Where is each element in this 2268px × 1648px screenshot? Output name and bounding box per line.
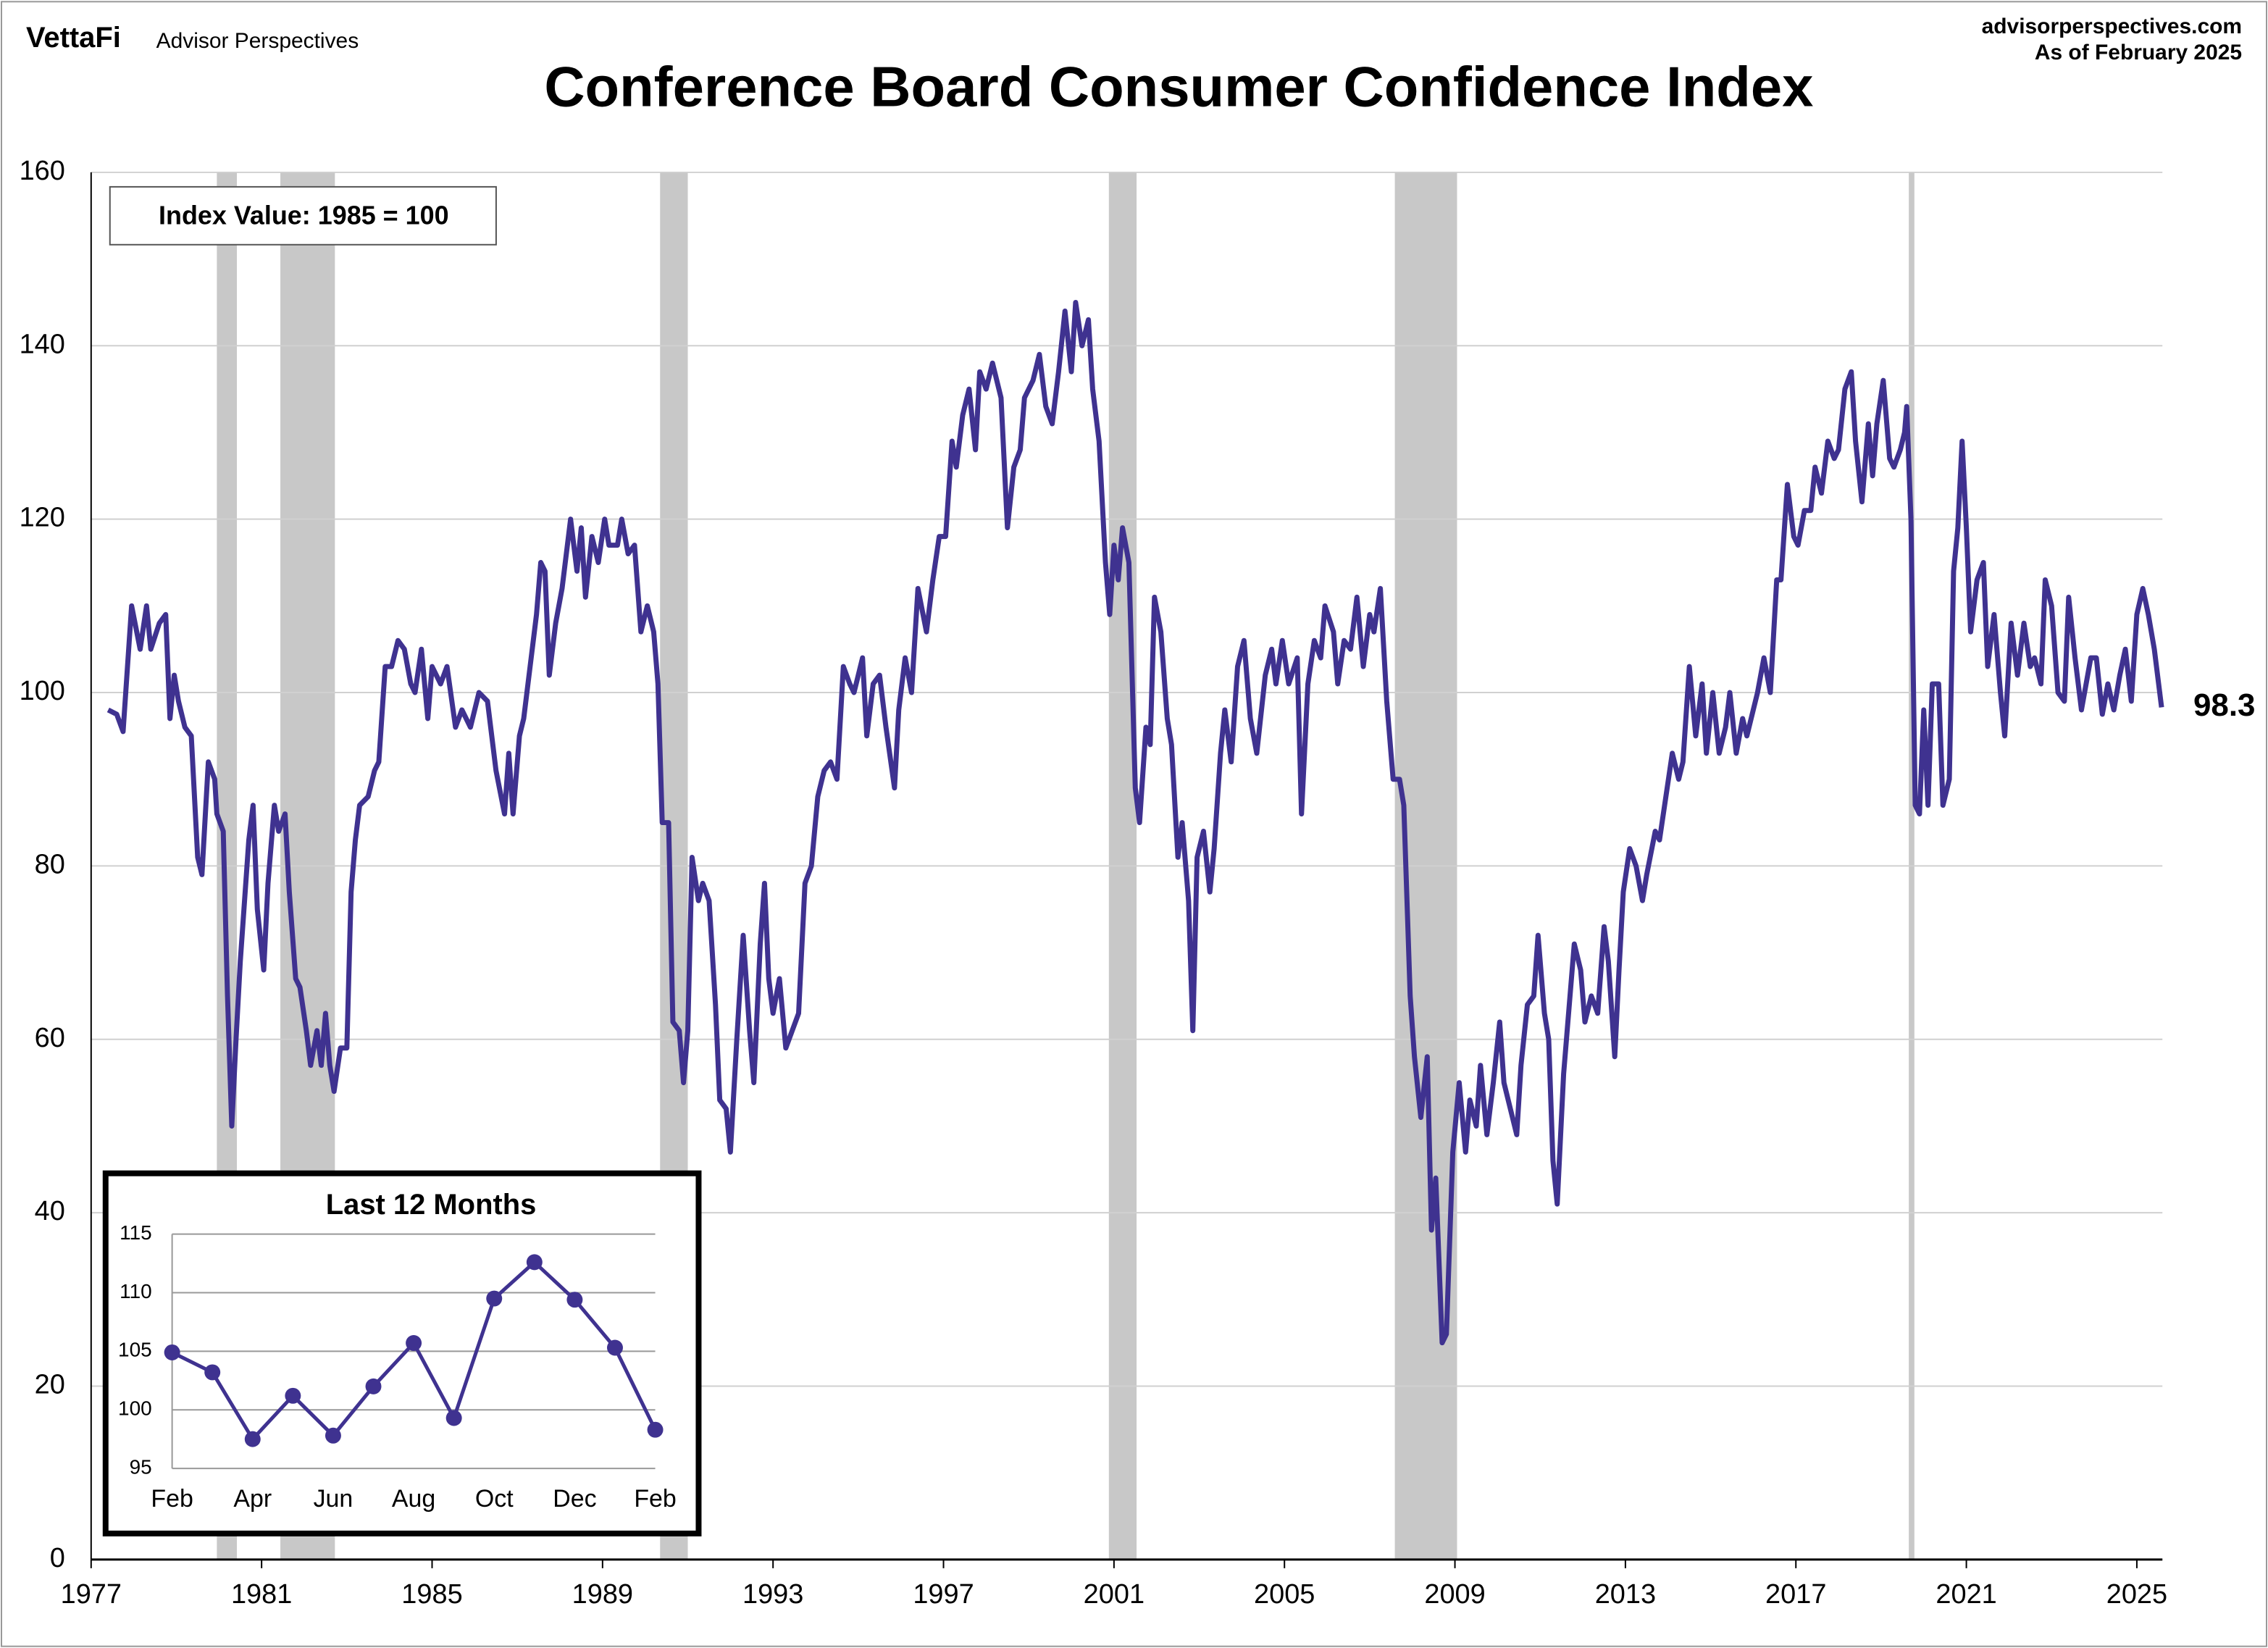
inset-point	[486, 1290, 503, 1307]
inset-x-tick-label: Dec	[553, 1485, 596, 1513]
x-tick-label: 1993	[742, 1579, 803, 1610]
y-tick-label: 20	[35, 1370, 65, 1400]
inset-y-tick-label: 95	[130, 1455, 152, 1478]
inset-y-tick-label: 100	[118, 1397, 152, 1420]
inset-point	[647, 1421, 664, 1438]
y-tick-label: 40	[35, 1196, 65, 1226]
inset-point	[204, 1364, 221, 1381]
y-tick-label: 60	[35, 1023, 65, 1053]
inset-plot: 95 100 105 110 115 Feb Apr Jun Aug Oct Dec Feb	[118, 1221, 677, 1513]
x-tick-label: 2009	[1424, 1579, 1485, 1610]
x-tick-label: 1997	[913, 1579, 974, 1610]
site: advisorperspectives.com	[1982, 14, 2242, 38]
inset-point	[406, 1335, 422, 1351]
brand: VettaFi	[26, 22, 121, 54]
x-tick-label: 2001	[1084, 1579, 1145, 1610]
inset-point	[285, 1387, 301, 1404]
inset-point	[566, 1292, 583, 1308]
end-value-label: 98.3	[2193, 687, 2255, 723]
x-tick-label: 2013	[1595, 1579, 1656, 1610]
y-tick-label: 80	[35, 849, 65, 879]
inset-x-tick-label: Aug	[392, 1485, 435, 1513]
publisher: Advisor Perspectives	[156, 29, 359, 53]
y-tick-label: 0	[50, 1543, 65, 1573]
inset-x-tick-label: Jun	[314, 1485, 353, 1513]
x-tick-label: 2017	[1765, 1579, 1826, 1610]
x-tick-label: 2005	[1254, 1579, 1315, 1610]
inset-y-tick-label: 115	[120, 1221, 152, 1244]
inset-point	[606, 1339, 623, 1356]
inset-point	[445, 1410, 462, 1426]
inset-y-tick-label: 110	[120, 1280, 152, 1302]
x-tick-label: 2021	[1936, 1579, 1996, 1610]
inset-point	[325, 1427, 341, 1444]
inset-y-tick-label: 105	[118, 1339, 152, 1361]
annotation: Index Value: 1985 = 100	[159, 200, 449, 230]
x-tick-label: 1989	[572, 1579, 633, 1610]
inset-x-tick-label: Oct	[475, 1485, 514, 1513]
data-line	[106, 299, 2164, 1346]
x-tick-label: 2025	[2106, 1579, 2167, 1610]
y-tick-label: 140	[20, 329, 65, 359]
inset-x-tick-label: Feb	[151, 1485, 193, 1513]
inset-point	[365, 1378, 382, 1394]
annotation-box	[109, 185, 497, 246]
y-tick-label: 120	[20, 503, 65, 533]
inset-point	[164, 1344, 180, 1360]
chart-title: Conference Board Consumer Confidence Ind…	[544, 56, 1813, 119]
y-tick-label: 100	[20, 676, 65, 706]
inset-point	[526, 1254, 543, 1271]
inset-title: Last 12 Months	[326, 1189, 537, 1221]
x-tick-label: 1981	[231, 1579, 292, 1610]
inset-x-tick-label: Feb	[634, 1485, 676, 1513]
y-tick-label: 160	[20, 156, 65, 186]
as-of-date: As of February 2025	[2035, 41, 2242, 64]
inset-point	[244, 1431, 261, 1447]
inset-x-tick-label: Apr	[233, 1485, 272, 1513]
x-tick-label: 1977	[61, 1579, 122, 1610]
x-tick-label: 1985	[401, 1579, 462, 1610]
